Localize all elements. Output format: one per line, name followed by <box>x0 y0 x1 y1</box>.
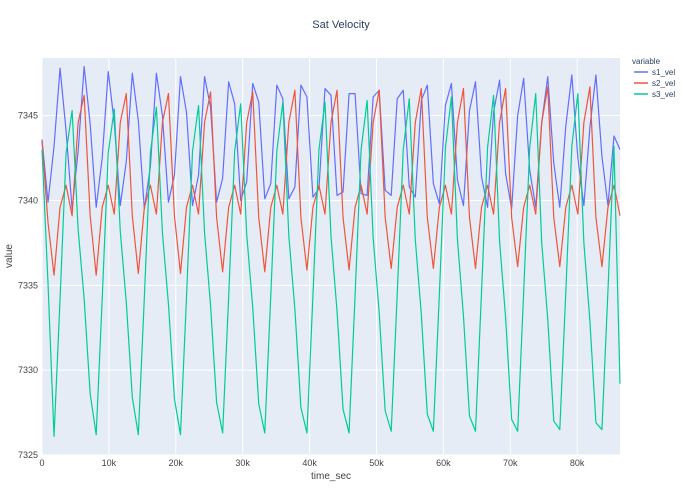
legend: variable s1_vel s2_vel s3_vel <box>632 57 675 99</box>
x-tick-label: 10k <box>102 458 117 468</box>
series-line-s3_vel <box>41 93 621 437</box>
x-tick-label: 0 <box>39 458 44 468</box>
x-tick-label: 80k <box>570 458 585 468</box>
legend-item-label: s2_vel <box>652 79 675 88</box>
x-tick-label: 60k <box>436 458 451 468</box>
y-tick-label: 7325 <box>18 450 38 460</box>
legend-items: s1_vel s2_vel s3_vel <box>634 68 675 99</box>
x-tick-label: 20k <box>169 458 184 468</box>
y-tick-label: 7340 <box>18 196 38 206</box>
x-tick-label: 40k <box>302 458 317 468</box>
y-tick-label: 7335 <box>18 280 38 290</box>
series-lines <box>41 65 621 437</box>
x-gridlines <box>41 58 578 455</box>
x-axis-ticks: 0 10k 20k 30k 40k 50k 60k 70k 80k <box>39 458 584 468</box>
y-tick-label: 7330 <box>18 365 38 375</box>
x-axis-title: time_sec <box>311 471 351 482</box>
y-axis-ticks: 7325 7330 7335 7340 7345 <box>18 111 38 460</box>
series-line-s2_vel <box>41 86 621 276</box>
x-tick-label: 70k <box>503 458 518 468</box>
legend-item-label: s1_vel <box>652 68 675 77</box>
legend-title: variable <box>632 57 661 66</box>
y-axis-title: value <box>4 244 15 268</box>
chart-title: Sat Velocity <box>312 19 370 31</box>
x-tick-label: 30k <box>235 458 250 468</box>
x-tick-label: 50k <box>369 458 384 468</box>
legend-item-label: s3_vel <box>652 90 675 99</box>
series-line-s1_vel <box>41 65 621 210</box>
y-tick-label: 7345 <box>18 111 38 121</box>
